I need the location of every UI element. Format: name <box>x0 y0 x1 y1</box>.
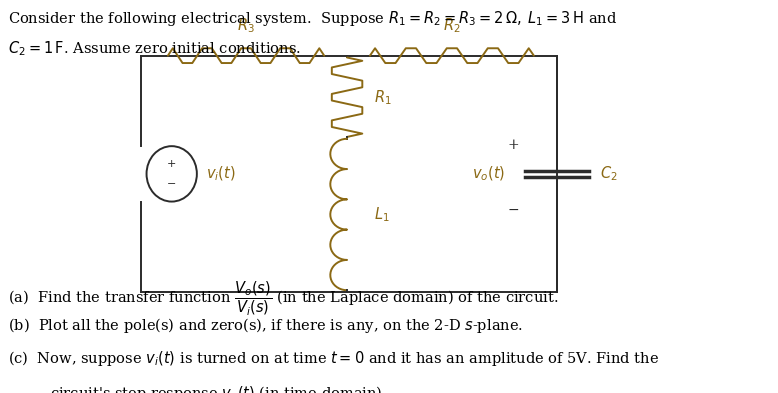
Text: +: + <box>167 159 177 169</box>
Text: (c)  Now, suppose $v_i(t)$ is turned on at time $t = 0$ and it has an amplitude : (c) Now, suppose $v_i(t)$ is turned on a… <box>8 349 659 368</box>
Text: $C_2 = 1\,\mathrm{F}$. Assume zero initial conditions.: $C_2 = 1\,\mathrm{F}$. Assume zero initi… <box>8 39 300 58</box>
Text: $R_3$: $R_3$ <box>237 17 255 35</box>
Text: $L_1$: $L_1$ <box>373 205 390 224</box>
Text: (a)  Find the transfer function $\dfrac{V_o(s)}{V_i(s)}$ (in the Laplace domain): (a) Find the transfer function $\dfrac{V… <box>8 279 558 317</box>
Text: $R_1$: $R_1$ <box>373 88 391 107</box>
Text: circuit's step response $v_o(t)$ (in time domain).: circuit's step response $v_o(t)$ (in tim… <box>50 384 387 393</box>
Text: $R_2$: $R_2$ <box>443 17 461 35</box>
Text: +: + <box>507 138 519 152</box>
Text: $C_2$: $C_2$ <box>600 165 618 183</box>
Text: −: − <box>507 203 519 217</box>
Text: (b)  Plot all the pole(s) and zero(s), if there is any, on the 2-D $s$-plane.: (b) Plot all the pole(s) and zero(s), if… <box>8 316 523 335</box>
Text: Consider the following electrical system.  Suppose $R_1 = R_2 = R_3 = 2\,\Omega,: Consider the following electrical system… <box>8 9 617 28</box>
Text: $v_o(t)$: $v_o(t)$ <box>472 165 506 183</box>
Text: $v_i(t)$: $v_i(t)$ <box>206 165 236 183</box>
Text: −: − <box>167 178 177 189</box>
